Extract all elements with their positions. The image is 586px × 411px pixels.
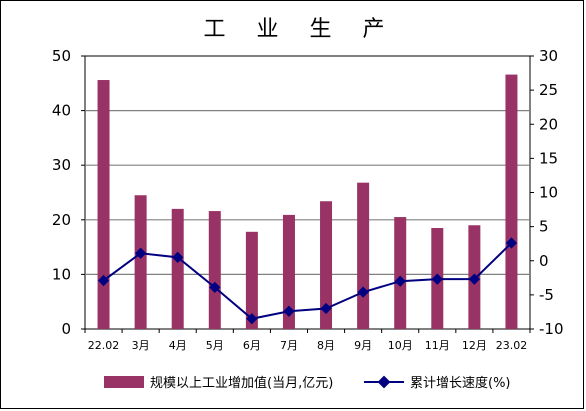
left-tick-label: 30 — [52, 156, 71, 174]
left-tick-label: 0 — [61, 320, 71, 338]
right-tick-label: 25 — [539, 81, 558, 99]
legend-marker — [377, 375, 391, 389]
bar — [320, 201, 333, 329]
data-point — [505, 237, 518, 249]
legend-label-line: 累计增长速度(%) — [410, 375, 511, 391]
x-tick-label: 3月 — [132, 339, 150, 352]
x-tick-label: 22.02 — [88, 339, 120, 352]
right-tick-label: 20 — [539, 115, 558, 133]
x-tick-label: 23.02 — [496, 339, 528, 352]
legend: 规模以上工业增加值(当月,亿元) 累计增长速度(%) — [104, 375, 511, 391]
left-tick-label: 20 — [52, 211, 71, 229]
line-series — [97, 237, 518, 325]
chart-title: 工 业 生 产 — [204, 17, 397, 42]
bar — [97, 80, 110, 329]
bar — [394, 217, 407, 329]
data-point — [172, 251, 184, 263]
bar — [171, 208, 184, 329]
data-point — [134, 247, 147, 259]
bar — [505, 74, 518, 330]
data-point — [431, 273, 443, 285]
left-tick-label: 40 — [52, 102, 71, 120]
data-point — [246, 313, 258, 325]
left-axis: 0 10 20 30 40 50 — [52, 47, 85, 338]
bar — [357, 182, 370, 329]
right-tick-label: -10 — [539, 320, 564, 338]
legend-label-bar: 规模以上工业增加值(当月,亿元) — [150, 375, 333, 391]
right-tick-label: 5 — [539, 218, 549, 236]
data-point — [283, 305, 295, 317]
right-tick-label: 15 — [539, 149, 558, 167]
x-tick-label: 8月 — [317, 339, 335, 352]
left-tick-label: 10 — [52, 265, 71, 283]
data-point — [468, 273, 481, 285]
right-tick-label: 30 — [539, 47, 558, 65]
x-tick-label: 5月 — [206, 339, 224, 352]
x-tick-label: 12月 — [462, 339, 487, 352]
x-tick-label: 7月 — [280, 339, 298, 352]
x-tick-label: 11月 — [425, 339, 450, 352]
data-point — [357, 286, 369, 298]
series-line — [102, 242, 513, 320]
plot-area — [84, 55, 531, 330]
x-tick-label: 6月 — [243, 339, 261, 352]
data-point — [394, 275, 406, 287]
x-axis: 22.02 3月 4月 5月 6月 7月 8月 9月 10月 11月 12月 23.02 — [84, 329, 531, 352]
bar — [245, 231, 258, 329]
bar — [282, 214, 295, 329]
data-point — [209, 281, 221, 294]
x-tick-label: 10月 — [388, 339, 413, 352]
legend-swatch-bar — [104, 376, 144, 388]
data-point — [320, 302, 332, 315]
right-axis: -10 -5 0 5 10 15 20 25 30 — [530, 47, 564, 338]
bar — [134, 195, 147, 329]
x-tick-label: 9月 — [354, 339, 372, 352]
right-tick-label: 10 — [539, 184, 558, 202]
right-tick-label: -5 — [539, 286, 554, 304]
left-tick-label: 50 — [52, 47, 71, 65]
x-tick-label: 4月 — [169, 339, 187, 352]
gridlines — [85, 109, 530, 275]
bar — [208, 211, 221, 329]
right-tick-label: 0 — [539, 252, 549, 270]
bar-series — [97, 74, 518, 330]
